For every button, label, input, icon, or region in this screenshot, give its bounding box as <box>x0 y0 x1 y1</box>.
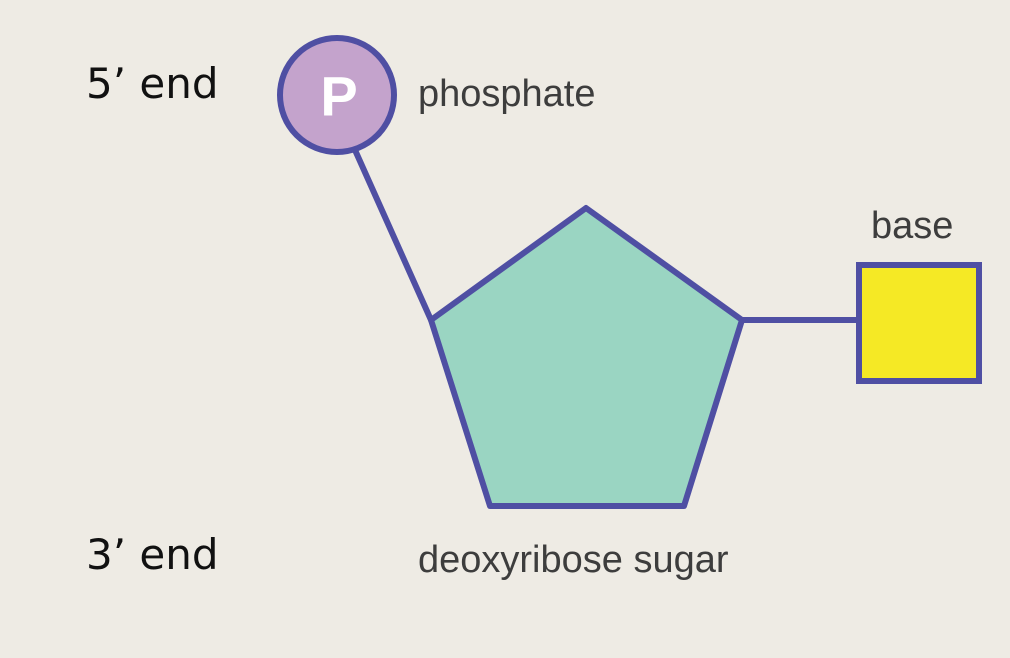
base-label: base <box>871 205 953 247</box>
deoxyribose-sugar-pentagon <box>428 205 745 509</box>
base-square <box>856 262 982 384</box>
phosphate-circle <box>277 35 397 155</box>
five-prime-end-label: 5’ end <box>86 59 219 108</box>
phosphate-symbol: P <box>320 65 357 128</box>
phosphate-sugar-bond <box>352 147 434 323</box>
phosphate-label: phosphate <box>418 73 596 115</box>
sugar-label: deoxyribose sugar <box>418 539 729 581</box>
three-prime-end-label: 3’ end <box>86 530 219 579</box>
